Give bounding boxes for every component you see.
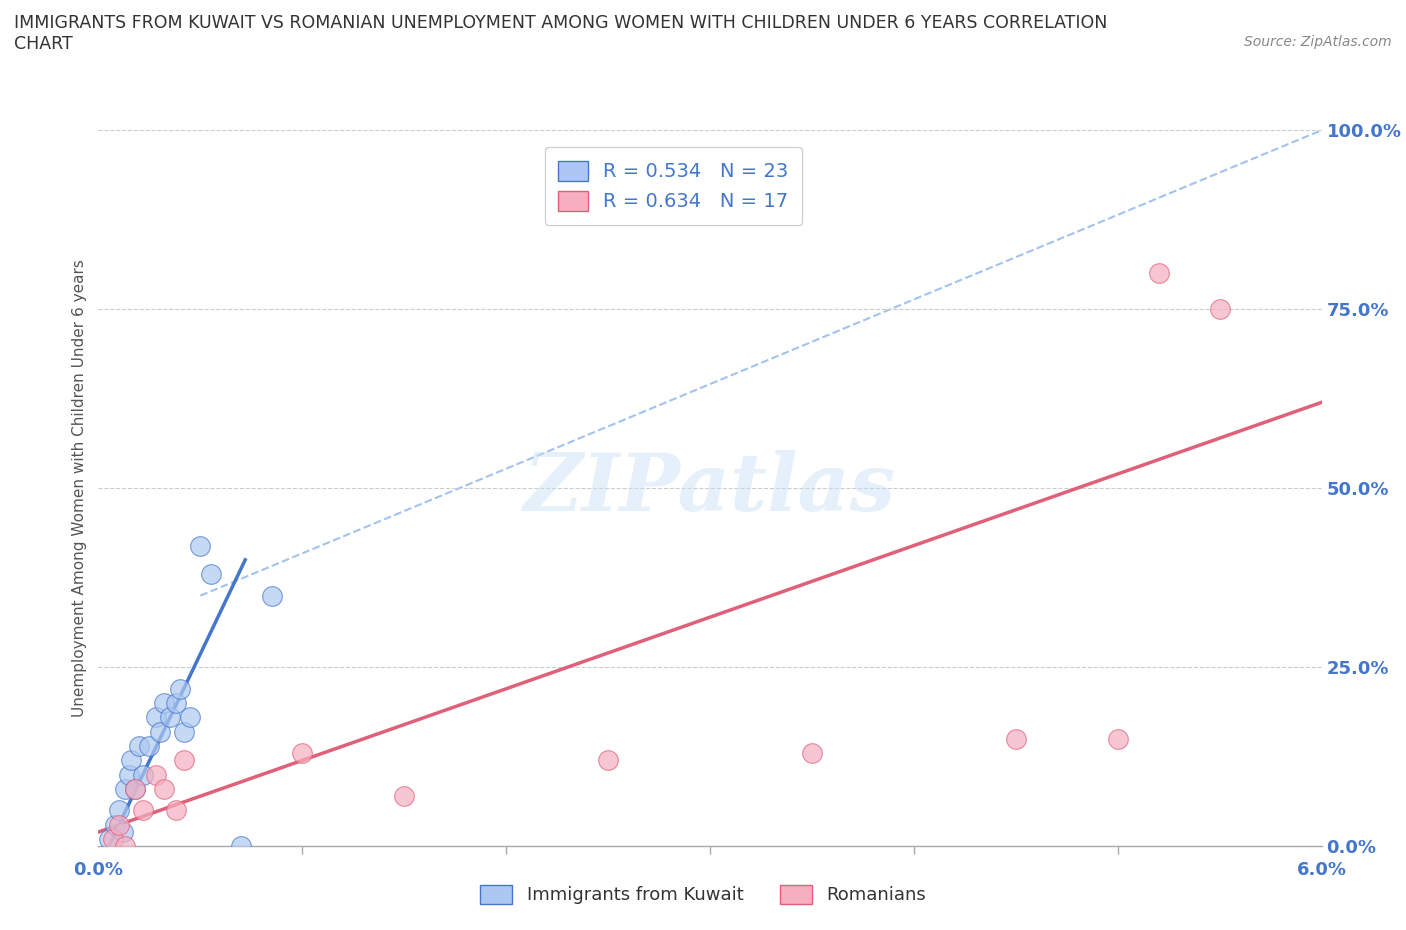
Point [200, 566, 222, 581]
Point [165, 804, 187, 818]
Point [132, 804, 155, 818]
Point [138, 738, 160, 753]
Point [169, 682, 191, 697]
Point [392, 789, 416, 804]
Point [108, 817, 131, 832]
Point [229, 839, 253, 854]
Point [291, 746, 314, 761]
Point [111, 825, 134, 840]
Point [188, 538, 211, 553]
Point [149, 724, 172, 739]
Point [260, 589, 283, 604]
Text: 0.0%: 0.0% [73, 860, 124, 879]
Point [173, 753, 195, 768]
Point [159, 710, 181, 724]
Text: CHART: CHART [14, 35, 73, 53]
Point [114, 839, 136, 854]
Text: Source: ZipAtlas.com: Source: ZipAtlas.com [1244, 35, 1392, 49]
Point [128, 738, 150, 753]
Text: IMMIGRANTS FROM KUWAIT VS ROMANIAN UNEMPLOYMENT AMONG WOMEN WITH CHILDREN UNDER : IMMIGRANTS FROM KUWAIT VS ROMANIAN UNEMP… [14, 14, 1108, 32]
Point [165, 696, 187, 711]
Point [801, 746, 824, 761]
Point [152, 696, 174, 711]
Point [108, 804, 131, 818]
Point [120, 753, 142, 768]
Point [152, 781, 174, 796]
Point [114, 781, 136, 796]
Text: 6.0%: 6.0% [1296, 860, 1347, 879]
Point [132, 767, 155, 782]
Point [1107, 731, 1129, 746]
Point [1004, 731, 1026, 746]
Point [173, 724, 195, 739]
Point [124, 781, 146, 796]
Point [145, 767, 167, 782]
Point [104, 817, 127, 832]
Point [145, 710, 167, 724]
Point [97, 831, 120, 846]
Point [118, 767, 141, 782]
Y-axis label: Unemployment Among Women with Children Under 6 years: Unemployment Among Women with Children U… [72, 259, 87, 717]
Point [124, 781, 146, 796]
Legend: R = 0.534   N = 23, R = 0.634   N = 17: R = 0.534 N = 23, R = 0.634 N = 17 [544, 147, 801, 225]
Point [596, 753, 619, 768]
Text: ZIPatlas: ZIPatlas [524, 449, 896, 527]
Point [179, 710, 201, 724]
Point [1208, 301, 1230, 316]
Legend: Immigrants from Kuwait, Romanians: Immigrants from Kuwait, Romanians [472, 878, 934, 911]
Point [1147, 266, 1170, 281]
Point [101, 831, 124, 846]
